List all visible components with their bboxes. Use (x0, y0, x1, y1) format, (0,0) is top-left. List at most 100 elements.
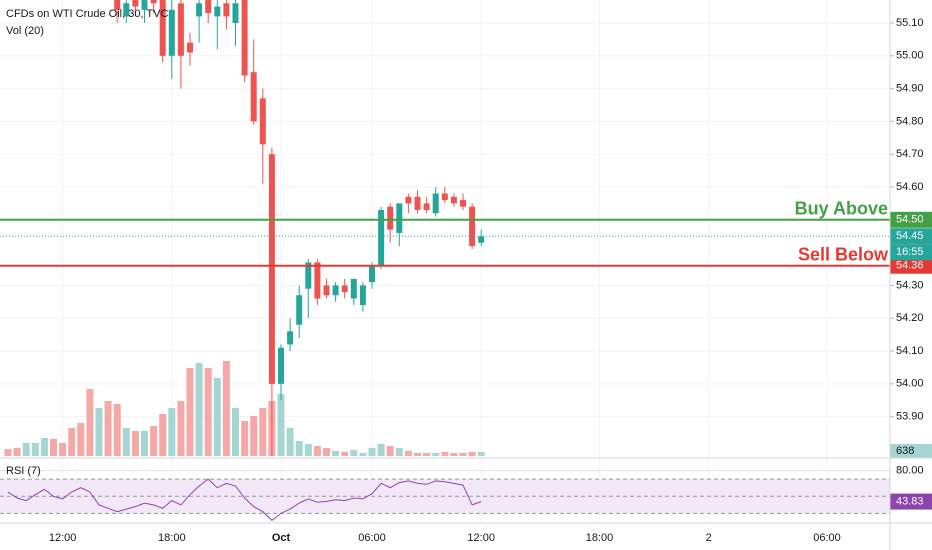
volume-bar (323, 448, 330, 456)
volume-bar (250, 416, 258, 456)
level-label: 54.50 (896, 214, 924, 226)
x-tick-label: 18:00 (586, 532, 614, 544)
candle-body (187, 42, 193, 53)
candle-body (378, 209, 385, 266)
rsi-tick-label: 80.00 (896, 464, 924, 476)
volume-bar (232, 408, 239, 456)
candle-body (296, 295, 303, 325)
last-price-label-box (890, 228, 932, 245)
volume-bar (395, 448, 403, 456)
x-tick-label: 06:00 (358, 532, 386, 544)
volume-bar (304, 444, 312, 456)
y-tick-label: 54.00 (896, 378, 924, 390)
x-tick-label: 06:00 (813, 532, 841, 544)
y-tick-label: 54.90 (896, 82, 924, 94)
main-pane (0, 0, 890, 456)
volume-title: Vol (20) (6, 25, 44, 37)
y-tick-label: 55.10 (896, 17, 924, 29)
volume-label: 638 (896, 445, 914, 457)
volume-bar (468, 452, 476, 456)
volume-bar (277, 394, 285, 456)
volume-bar (22, 443, 30, 456)
level-label-box (890, 257, 932, 274)
candle-body (123, 3, 130, 17)
volume-bar (50, 439, 57, 456)
candle-body (314, 262, 321, 299)
candle-body (450, 196, 457, 204)
candle-body (214, 6, 221, 17)
volume-bar (40, 438, 48, 456)
countdown-label-box (890, 244, 932, 261)
volume-bar (59, 443, 67, 456)
x-tick-label: 18:00 (158, 532, 186, 544)
level-label-box (890, 211, 932, 228)
candle-body (132, 0, 139, 7)
candle-body (287, 331, 294, 345)
candle-body (205, 0, 212, 14)
level-label: 54.36 (896, 260, 924, 272)
last-price-label: 54.45 (896, 230, 924, 242)
y-tick-label: 54.10 (896, 345, 924, 357)
volume-bar (259, 408, 267, 456)
candle-body (396, 203, 403, 233)
x-tick-label: Oct (272, 532, 291, 544)
volume-bar (104, 401, 112, 456)
candle-body (241, 0, 248, 76)
candle-body (259, 98, 266, 145)
level-name: Buy Above (795, 199, 888, 219)
candle-body (232, 3, 239, 23)
overlay: 53.90 54.00 54.10 54.20 54.30 54.60 54.70 54.80… (49, 17, 932, 544)
rsi-title: RSI (7) (6, 465, 41, 477)
x-tick-label: 12:00 (467, 532, 495, 544)
volume-bar (68, 428, 76, 456)
candle-body (159, 0, 166, 56)
volume-bar (195, 363, 203, 456)
volume-bar (459, 453, 467, 456)
candle-body (168, 9, 175, 56)
volume-bar (332, 451, 340, 456)
candle-body (278, 347, 284, 384)
candle-body (150, 0, 157, 4)
candle-body (423, 203, 430, 210)
volume-bar (4, 449, 12, 456)
candle-body (478, 236, 485, 243)
candle-body (369, 265, 375, 283)
volume-bar (404, 451, 412, 456)
volume-bar (241, 421, 249, 456)
candle-body (359, 285, 366, 306)
volume-bar (295, 441, 303, 456)
volume-bar (31, 443, 39, 456)
candle-body (469, 206, 476, 247)
candle-body (405, 196, 412, 204)
x-tick-label: 12:00 (49, 532, 77, 544)
volume-bar (386, 446, 394, 456)
candle-body (305, 262, 312, 289)
rsi-label: 43.83 (896, 495, 924, 507)
volume-bar (204, 368, 212, 456)
volume-bar (313, 446, 321, 456)
volume-bar (377, 444, 385, 456)
volume-bar (350, 450, 358, 456)
volume-bar (122, 428, 130, 456)
candle-body (250, 72, 257, 122)
y-tick-label: 54.30 (896, 279, 924, 291)
candle-body (332, 285, 339, 296)
candle-body (432, 193, 439, 214)
x-tick-label: 2 (706, 532, 712, 544)
volume-bar (131, 431, 139, 456)
volume-bar (423, 453, 431, 456)
candle-body (460, 200, 466, 207)
volume-bar (13, 448, 21, 456)
y-tick-label: 55.00 (896, 50, 924, 62)
volume-bar (222, 361, 230, 456)
volume-bar (341, 452, 349, 456)
volume-bar (77, 423, 85, 456)
candle-body (341, 285, 348, 292)
volume-bar (86, 389, 94, 456)
y-tick-label: 53.90 (896, 411, 924, 423)
candle-body (268, 154, 275, 384)
candle-body (114, 0, 121, 10)
volume-bar (159, 414, 167, 456)
volume-bar (450, 453, 458, 456)
volume-bar (186, 368, 194, 456)
